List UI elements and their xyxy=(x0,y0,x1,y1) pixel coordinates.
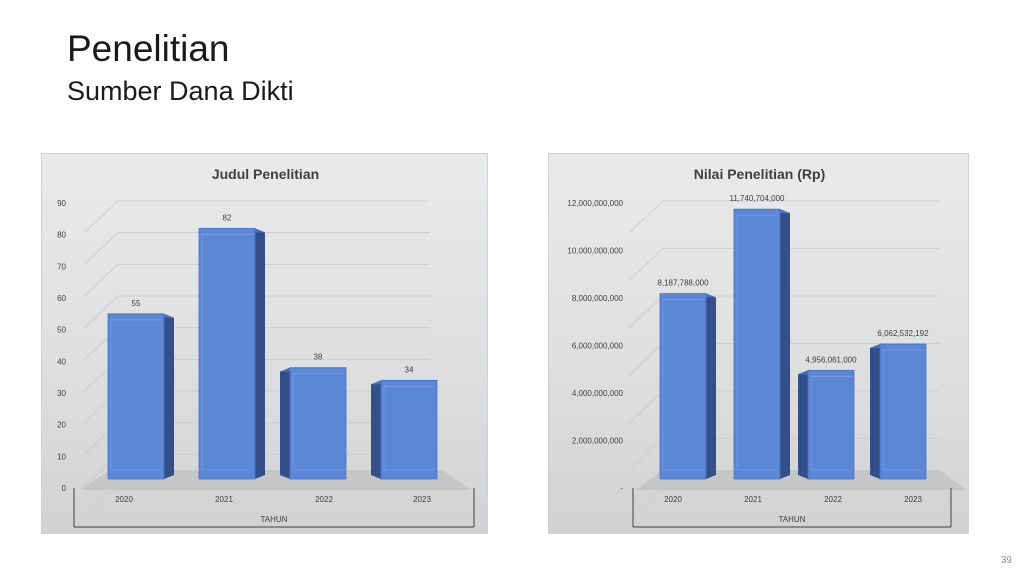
y-tick-label: 8,000,000,000 xyxy=(572,294,624,303)
y-tick-label: 80 xyxy=(57,231,66,240)
page-number: 39 xyxy=(1000,555,1012,566)
bar-front xyxy=(380,379,438,480)
bar xyxy=(280,367,347,480)
y-tick-label: 6,000,000,000 xyxy=(572,342,624,351)
gridline-diagonal xyxy=(83,232,119,265)
bar-side xyxy=(870,344,880,479)
bar xyxy=(798,369,855,480)
gridline-diagonal xyxy=(628,295,664,329)
bar-front xyxy=(807,369,855,480)
x-tick-label: 2023 xyxy=(413,495,431,504)
x-axis-title: TAHUN xyxy=(261,515,288,524)
gridline-diagonal xyxy=(628,438,664,471)
y-tick-label: 90 xyxy=(57,199,66,208)
gridline-diagonal xyxy=(83,485,119,519)
gridline-diagonal xyxy=(83,295,119,329)
y-tick-label: 0 xyxy=(62,484,67,493)
x-axis-title: TAHUN xyxy=(779,515,806,524)
y-tick-label: 40 xyxy=(57,357,66,366)
bar xyxy=(107,313,174,480)
chart-nilai-penelitian: - 2,000,000,000 4,000,000,000 6,000,000,000… xyxy=(548,153,969,534)
x-tick-label: 2022 xyxy=(315,495,333,504)
bar xyxy=(870,343,927,480)
x-tick-label: 2020 xyxy=(115,495,133,504)
gridline-diagonal xyxy=(628,343,664,376)
bar-front xyxy=(659,293,707,480)
bar xyxy=(198,227,265,480)
gridline-diagonal xyxy=(83,264,119,297)
x-tick-label: 2022 xyxy=(824,495,842,504)
data-label: 38 xyxy=(314,353,323,362)
y-tick-label: 70 xyxy=(57,262,66,271)
data-label: 82 xyxy=(223,213,232,222)
data-label: 55 xyxy=(132,299,141,308)
gridline-diagonal xyxy=(83,200,119,234)
chart-judul-penelitian: 0 10 20 30 40 50 60 70 80 90 Judul Penelitian 55 202… xyxy=(41,153,488,534)
x-tick-label: 2021 xyxy=(215,495,233,504)
y-tick-label: 10,000,000,000 xyxy=(567,247,623,256)
bar xyxy=(659,293,716,480)
gridline-diagonal xyxy=(628,200,664,234)
bar xyxy=(733,208,790,480)
y-tick-label: 30 xyxy=(57,389,66,398)
gridline-diagonal xyxy=(628,485,664,519)
chart-title: Judul Penelitian xyxy=(212,166,319,182)
bar-side xyxy=(280,367,290,479)
gridline-diagonal xyxy=(628,390,664,424)
chart-judul-penelitian-svg: 0 10 20 30 40 50 60 70 80 90 Judul Penelitian 55 202… xyxy=(57,166,475,528)
bar-side xyxy=(798,370,808,479)
bar-front xyxy=(198,227,256,480)
y-tick-label: 50 xyxy=(57,326,66,335)
bar-side xyxy=(164,313,174,479)
x-tick-label: 2023 xyxy=(904,495,922,504)
bar-front xyxy=(733,208,781,480)
chart-title: Nilai Penelitian (Rp) xyxy=(694,166,825,182)
x-tick-label: 2021 xyxy=(744,495,762,504)
y-tick-label: 20 xyxy=(57,421,66,430)
category-axis xyxy=(73,488,475,528)
category-axis xyxy=(632,488,952,528)
data-label: 4,956,061,000 xyxy=(805,355,857,364)
bar-front xyxy=(289,367,347,480)
bar-front xyxy=(107,313,165,480)
slide-title: Penelitian xyxy=(67,28,230,69)
bar-side xyxy=(255,228,265,479)
bar-front xyxy=(879,343,927,480)
data-label: 11,740,704,000 xyxy=(729,194,785,203)
data-label: 34 xyxy=(405,365,414,374)
y-tick-label: 10 xyxy=(57,452,66,461)
y-tick-label: 4,000,000,000 xyxy=(572,389,624,398)
y-tick-label: 12,000,000,000 xyxy=(567,199,623,208)
data-label: 6,062,532,192 xyxy=(877,329,929,338)
gridline-diagonal xyxy=(628,248,664,281)
x-tick-label: 2020 xyxy=(664,495,682,504)
y-tick-label: - xyxy=(620,484,623,493)
bar-side xyxy=(371,380,381,479)
slide-subtitle: Sumber Dana Dikti xyxy=(67,76,294,106)
y-tick-label: 60 xyxy=(57,294,66,303)
y-tick-label: 2,000,000,000 xyxy=(572,437,624,446)
data-label: 8,187,788,000 xyxy=(657,279,709,288)
bar xyxy=(371,379,438,480)
chart-nilai-penelitian-svg: - 2,000,000,000 4,000,000,000 6,000,000,000… xyxy=(567,166,967,528)
bar-side xyxy=(780,209,790,480)
bar-side xyxy=(706,293,716,479)
